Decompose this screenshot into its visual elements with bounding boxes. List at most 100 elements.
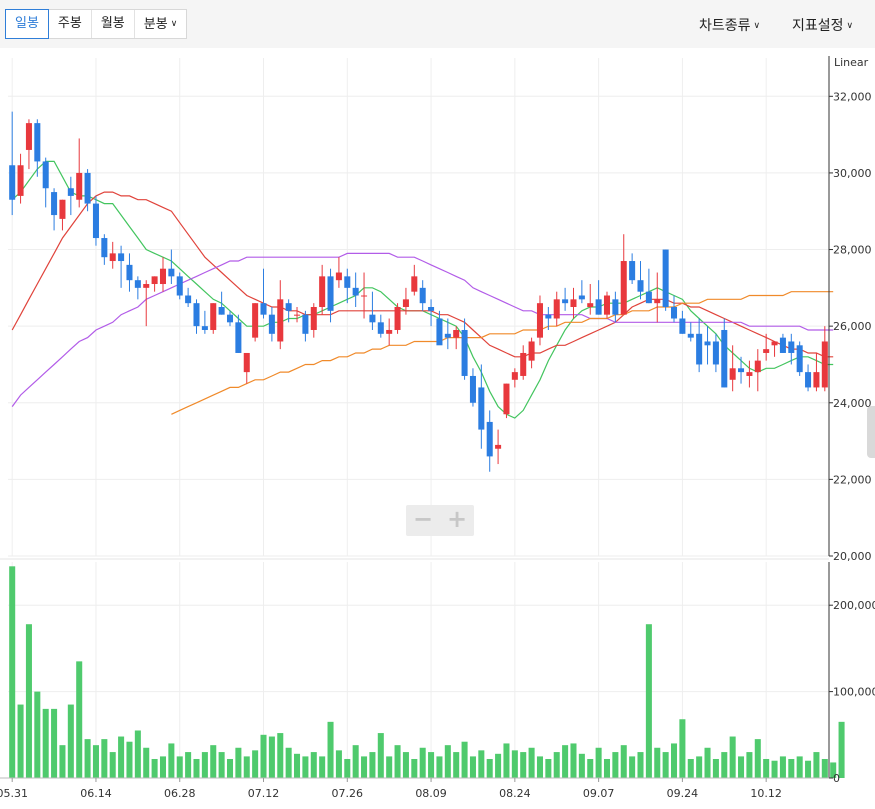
candle[interactable]	[796, 341, 803, 376]
candle[interactable]	[763, 333, 770, 361]
volume-bar[interactable]	[830, 762, 837, 778]
candle[interactable]	[252, 303, 259, 342]
volume-bar[interactable]	[76, 661, 83, 778]
candle[interactable]	[101, 234, 108, 265]
volume-bar[interactable]	[118, 736, 125, 778]
volume-bar[interactable]	[679, 719, 686, 778]
candle[interactable]	[536, 295, 543, 346]
scale-label[interactable]: Linear	[834, 56, 869, 69]
candle[interactable]	[444, 318, 451, 350]
volume-bar[interactable]	[838, 721, 845, 778]
volume-bar[interactable]	[704, 747, 711, 778]
volume-bar[interactable]	[319, 756, 326, 778]
volume-bar[interactable]	[637, 752, 644, 778]
candle[interactable]	[595, 280, 602, 315]
volume-bar[interactable]	[654, 747, 661, 778]
candle[interactable]	[168, 249, 175, 285]
candle[interactable]	[277, 280, 284, 350]
volume-bar[interactable]	[738, 756, 745, 778]
volume-bar[interactable]	[294, 753, 301, 778]
volume-bar[interactable]	[436, 756, 443, 778]
volume-bar[interactable]	[352, 745, 359, 778]
volume-bar[interactable]	[394, 745, 401, 778]
candle[interactable]	[528, 337, 535, 369]
candle[interactable]	[352, 272, 359, 307]
volume-bar[interactable]	[335, 750, 342, 778]
volume-bar[interactable]	[620, 745, 627, 778]
candle[interactable]	[67, 176, 74, 216]
volume-bar[interactable]	[327, 721, 334, 778]
volume-bar[interactable]	[754, 739, 761, 778]
zoom-in-button[interactable]: +	[446, 505, 468, 533]
candle[interactable]	[185, 287, 192, 307]
volume-bar[interactable]	[260, 734, 267, 778]
candle[interactable]	[478, 364, 485, 449]
candle[interactable]	[603, 291, 611, 319]
candle[interactable]	[344, 268, 351, 304]
candle[interactable]	[386, 318, 393, 346]
volume-bar[interactable]	[712, 758, 719, 778]
candle[interactable]	[369, 291, 376, 330]
candle[interactable]	[771, 341, 778, 357]
candle[interactable]	[51, 188, 58, 231]
volume-bar[interactable]	[511, 750, 518, 778]
zoom-out-button[interactable]: −	[412, 505, 434, 533]
candle[interactable]	[654, 272, 661, 323]
volume-bar[interactable]	[444, 745, 451, 778]
volume-bar[interactable]	[210, 745, 217, 778]
candle[interactable]	[637, 261, 644, 300]
volume-bar[interactable]	[277, 733, 284, 778]
candle[interactable]	[210, 303, 217, 334]
candle[interactable]	[578, 280, 585, 304]
volume-bar[interactable]	[67, 704, 74, 778]
volume-bar[interactable]	[495, 753, 502, 778]
volume-bar[interactable]	[562, 745, 569, 778]
candle[interactable]	[394, 303, 401, 334]
volume-bar[interactable]	[285, 747, 292, 778]
candle[interactable]	[696, 318, 703, 373]
volume-bar[interactable]	[310, 752, 317, 778]
volume-bar[interactable]	[344, 758, 351, 778]
candle[interactable]	[151, 276, 158, 292]
volume-bar[interactable]	[243, 756, 250, 778]
candle[interactable]	[612, 291, 619, 323]
candle[interactable]	[453, 326, 460, 350]
volume-bar[interactable]	[670, 743, 678, 778]
volume-bar[interactable]	[302, 756, 309, 778]
candle[interactable]	[813, 352, 820, 392]
candle[interactable]	[243, 352, 250, 384]
candle[interactable]	[235, 314, 242, 353]
candle[interactable]	[553, 291, 560, 327]
volume-bar[interactable]	[92, 745, 99, 778]
volume-bar[interactable]	[25, 624, 32, 778]
volume-bar[interactable]	[361, 756, 368, 778]
volume-bar[interactable]	[821, 758, 828, 778]
volume-bar[interactable]	[805, 760, 812, 778]
volume-bar[interactable]	[478, 750, 485, 778]
candle[interactable]	[285, 299, 292, 323]
candle[interactable]	[779, 333, 786, 353]
volume-bar[interactable]	[645, 624, 652, 778]
candle[interactable]	[503, 383, 510, 419]
candle[interactable]	[226, 310, 234, 327]
candle[interactable]	[721, 318, 728, 388]
candle[interactable]	[645, 268, 652, 304]
volume-bar[interactable]	[419, 747, 426, 778]
volume-bar[interactable]	[779, 756, 786, 778]
volume-bar[interactable]	[729, 736, 736, 778]
candle[interactable]	[143, 280, 150, 327]
candle[interactable]	[620, 234, 627, 315]
volume-bar[interactable]	[570, 743, 577, 778]
volume-bar[interactable]	[193, 758, 200, 778]
volume-bar[interactable]	[528, 747, 535, 778]
candle[interactable]	[260, 268, 267, 319]
volume-bar[interactable]	[218, 752, 225, 778]
candle[interactable]	[84, 169, 91, 212]
volume-bar[interactable]	[461, 741, 468, 778]
volume-bar[interactable]	[662, 752, 669, 778]
candle[interactable]	[201, 310, 208, 334]
volume-bar[interactable]	[687, 758, 694, 778]
candle[interactable]	[335, 257, 342, 288]
candle[interactable]	[294, 307, 301, 323]
